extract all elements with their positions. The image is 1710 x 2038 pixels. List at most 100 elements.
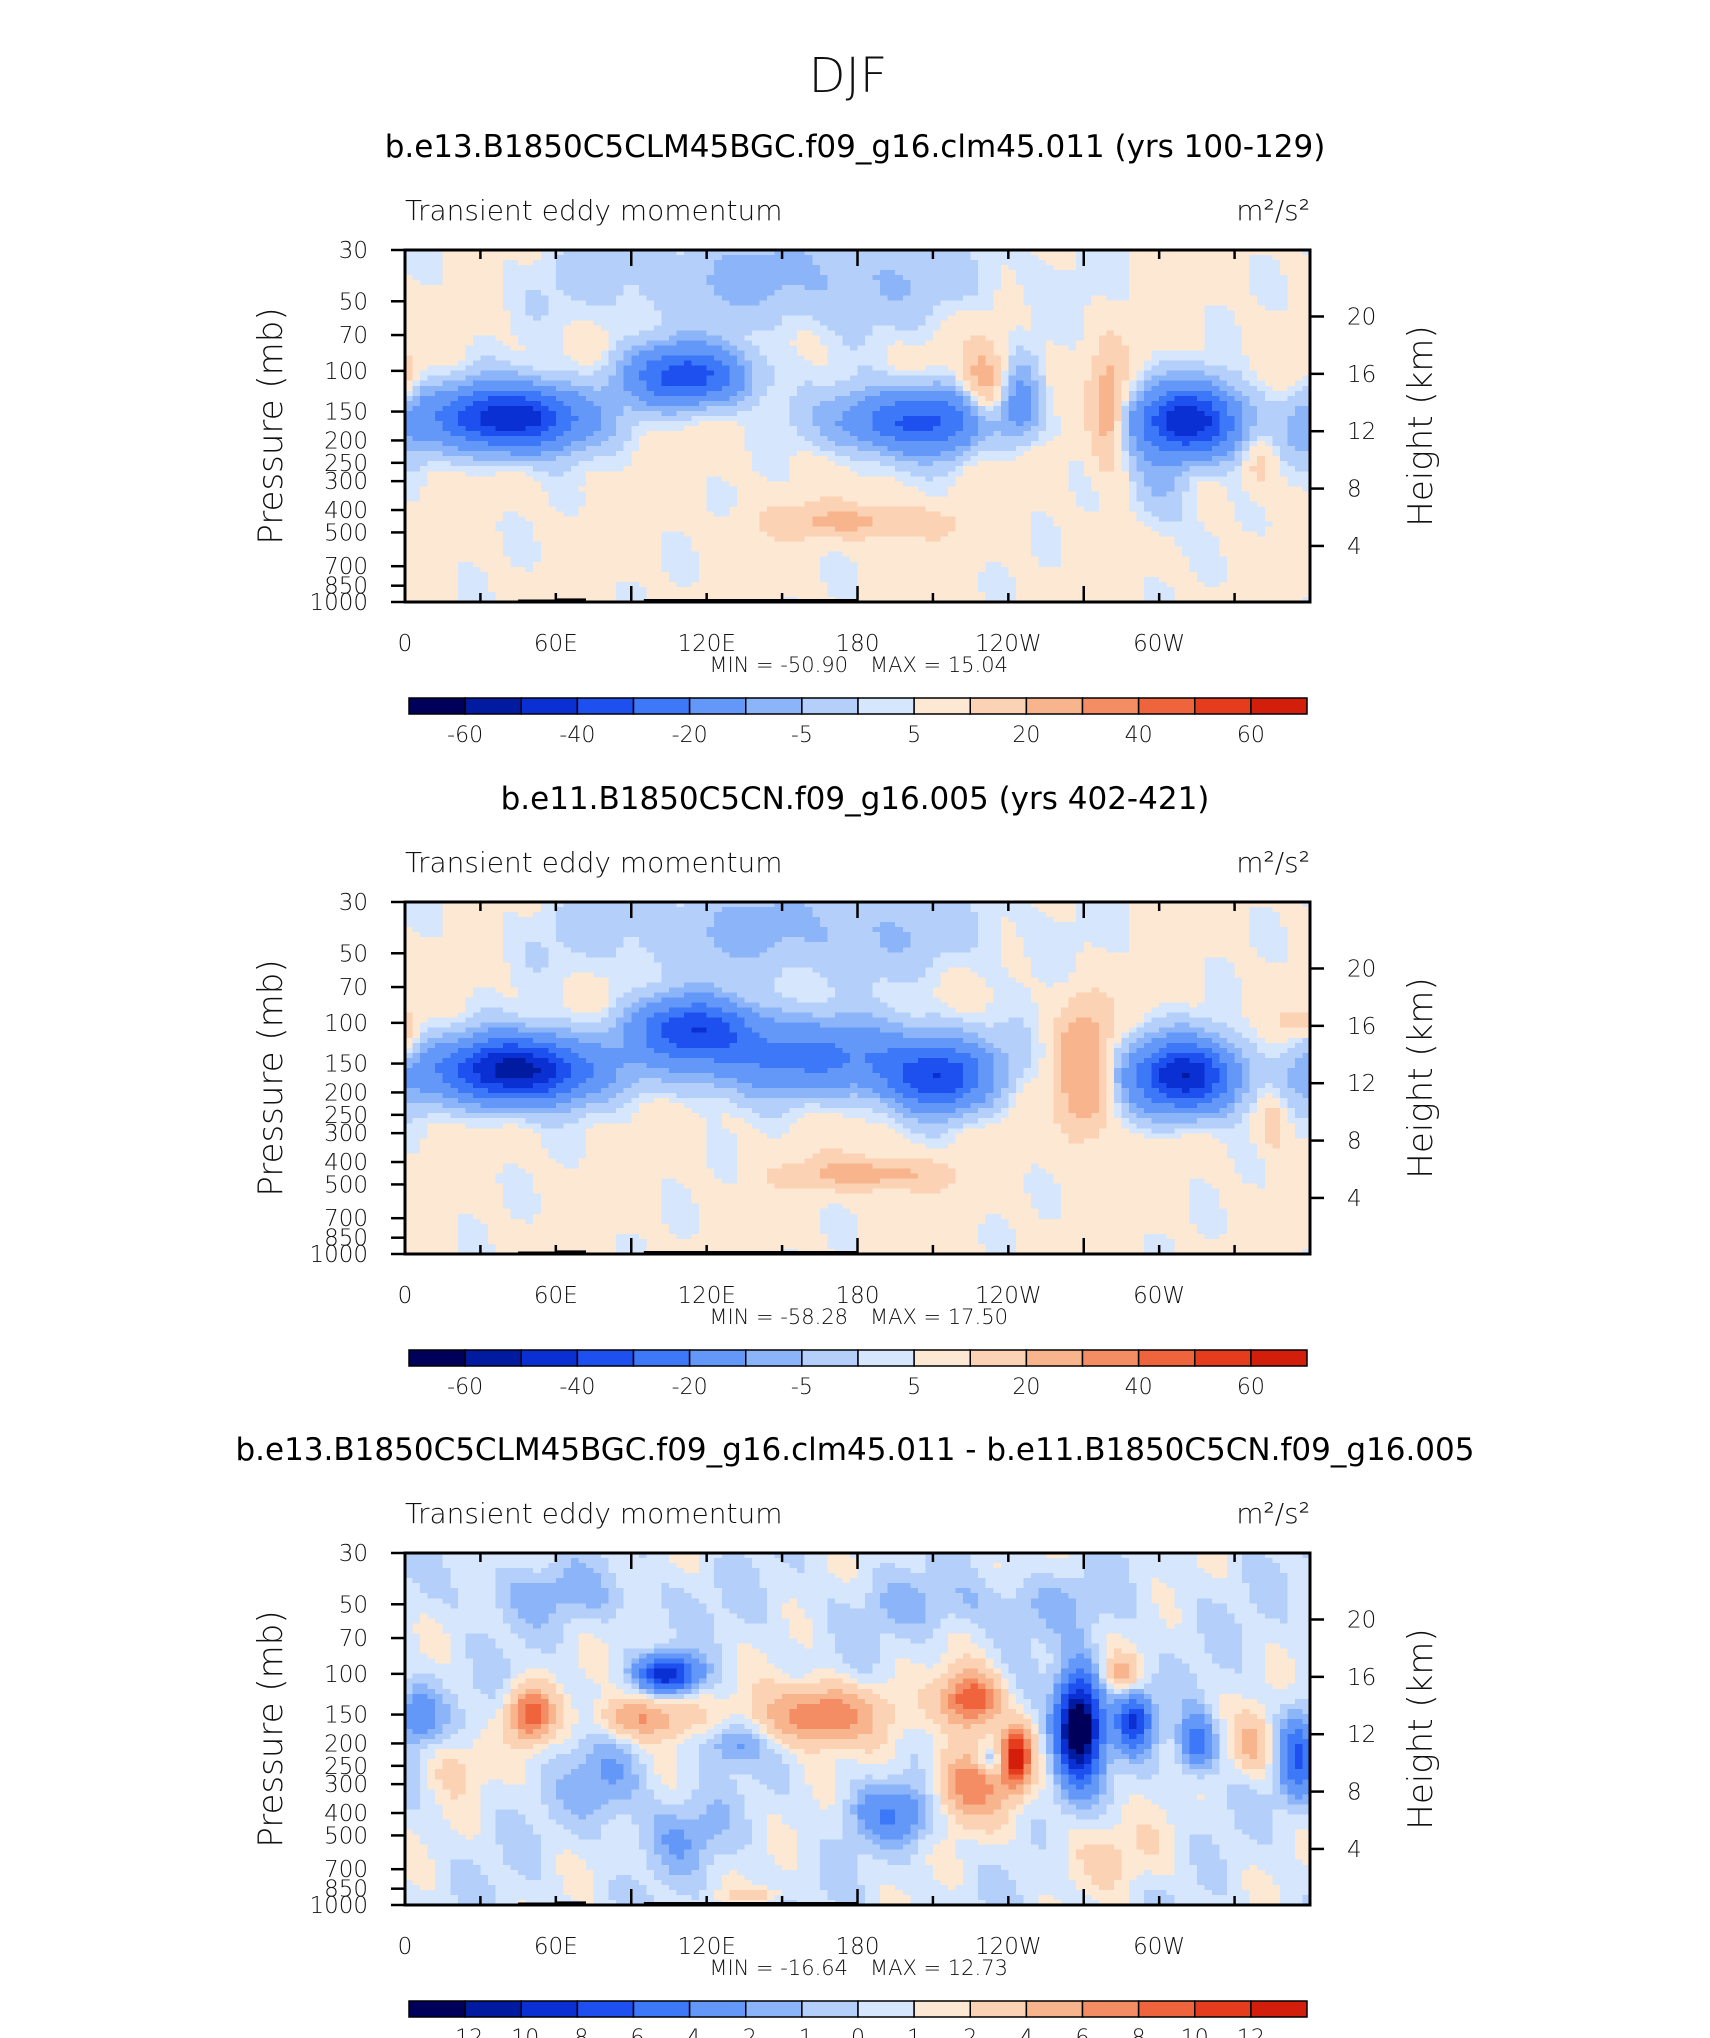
contour-cell (623, 295, 632, 301)
contour-cell (1159, 446, 1168, 452)
contour-cell (1083, 330, 1092, 337)
contour-cell (450, 275, 459, 281)
contour-cell (525, 410, 534, 417)
contour-cell (495, 456, 504, 462)
contour-cell (1151, 295, 1160, 301)
contour-cell (842, 355, 851, 362)
contour-cell (405, 275, 414, 281)
contour-cell (880, 405, 889, 412)
contour-cell (789, 451, 798, 457)
contour-cell (1023, 325, 1032, 332)
contour-cell (525, 325, 534, 332)
contour-cell (744, 431, 753, 437)
contour-cell (729, 426, 738, 432)
contour-cell (405, 405, 414, 412)
contour-cell (1302, 305, 1311, 311)
contour-cell (1038, 285, 1047, 291)
contour-cell (955, 255, 964, 261)
contour-cell (1189, 250, 1198, 256)
contour-cell (1302, 310, 1311, 316)
contour-cell (405, 415, 414, 422)
contour-cell (1294, 350, 1304, 357)
contour-cell (767, 451, 776, 457)
contour-cell (849, 305, 859, 311)
contour-cell (1189, 350, 1198, 357)
contour-cell (797, 320, 806, 327)
contour-cell (736, 375, 745, 382)
contour-cell (427, 446, 436, 452)
contour-cell (940, 390, 949, 397)
contour-cell (895, 456, 904, 462)
contour-cell (472, 390, 482, 397)
contour-cell (767, 325, 776, 332)
contour-cell (827, 400, 836, 407)
contour-cell (932, 380, 942, 387)
contour-cell (1023, 250, 1032, 256)
contour-cell (608, 250, 617, 256)
contour-cell (880, 410, 889, 417)
contour-cell (623, 270, 632, 276)
contour-cell (450, 340, 459, 347)
contour-cell (1061, 451, 1070, 457)
contour-cell (1211, 335, 1221, 342)
contour-cell (819, 325, 828, 332)
contour-cell (729, 290, 738, 296)
contour-cell (1174, 436, 1183, 442)
contour-cell (887, 355, 896, 362)
contour-cell (1015, 265, 1025, 271)
contour-cell (548, 415, 557, 422)
contour-cell (1076, 370, 1085, 377)
contour-cell (1181, 375, 1190, 382)
contour-cell (917, 456, 926, 462)
contour-cell (646, 395, 655, 402)
contour-cell (834, 250, 844, 256)
contour-cell (797, 370, 806, 377)
contour-cell (472, 420, 482, 427)
contour-cell (661, 380, 670, 387)
contour-cell (412, 300, 421, 306)
contour-cell (819, 415, 828, 422)
contour-cell (1166, 436, 1175, 442)
contour-cell (480, 315, 489, 321)
contour-cell (653, 295, 663, 301)
contour-cell (533, 285, 542, 291)
contour-cell (699, 280, 708, 286)
contour-cell (450, 441, 459, 447)
contour-cell (1023, 270, 1032, 276)
contour-cell (495, 451, 504, 457)
contour-cell (1121, 340, 1130, 347)
contour-cell (442, 280, 451, 286)
contour-cell (978, 446, 987, 452)
contour-cell (759, 320, 768, 327)
contour-cell (789, 305, 798, 311)
contour-cell (487, 280, 497, 286)
contour-cell (1061, 345, 1070, 352)
contour-cell (955, 270, 964, 276)
contour-cell (555, 375, 564, 382)
contour-cell (668, 290, 678, 296)
contour-cell (563, 420, 572, 427)
contour-cell (834, 420, 844, 427)
contour-cell (857, 375, 866, 382)
contour-cell (827, 315, 836, 321)
contour-cell (812, 390, 821, 397)
contour-cell (706, 451, 715, 457)
contour-cell (1030, 405, 1040, 412)
contour-cell (472, 310, 482, 316)
contour-cell (759, 390, 768, 397)
contour-cell (759, 340, 768, 347)
contour-cell (503, 295, 512, 301)
contour-cell (948, 375, 957, 382)
contour-cell (608, 380, 617, 387)
contour-cell (804, 270, 813, 276)
contour-cell (1159, 325, 1168, 332)
contour-cell (1098, 370, 1107, 377)
contour-cell (540, 350, 549, 357)
contour-cell (955, 446, 964, 452)
contour-cell (1189, 280, 1198, 286)
contour-cell (955, 305, 964, 311)
contour-cell (405, 446, 414, 452)
contour-cell (1151, 330, 1160, 337)
contour-cell (1211, 426, 1221, 432)
contour-cell (646, 310, 655, 316)
